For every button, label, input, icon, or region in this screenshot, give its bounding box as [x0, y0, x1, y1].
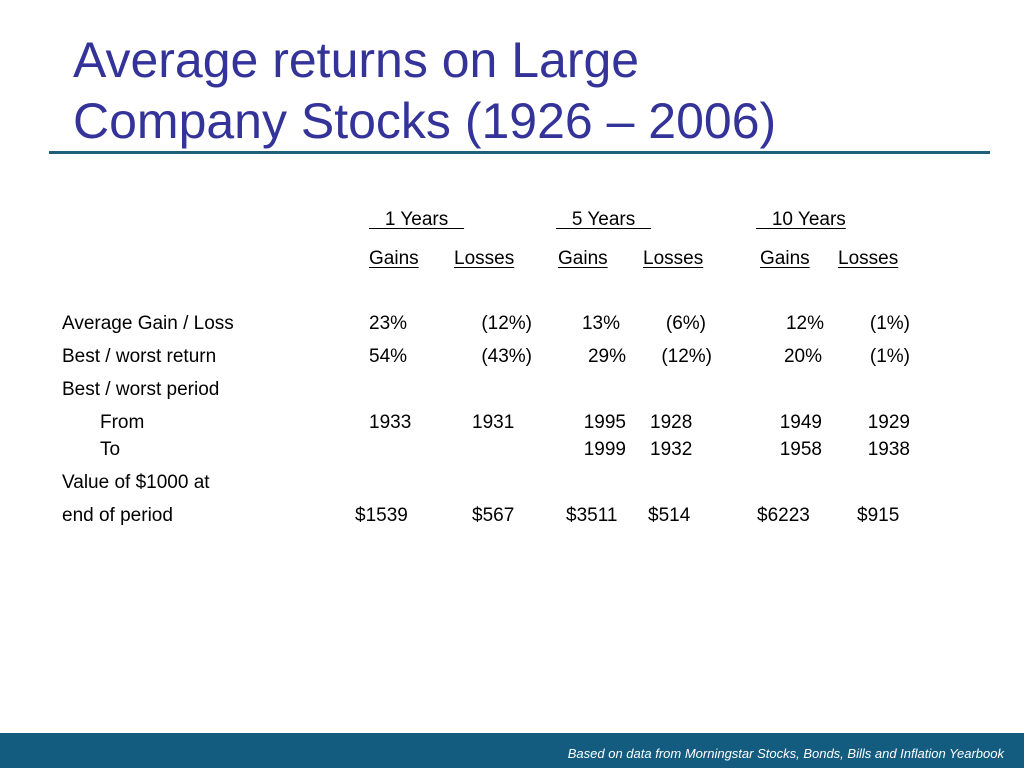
cell-losses-5y: 1932	[650, 439, 693, 460]
row-label: Best / worst return	[62, 346, 217, 367]
subheader-losses-1y: Losses	[454, 248, 515, 269]
footer-bar: Based on data from Morningstar Stocks, B…	[0, 733, 1024, 768]
cell-gains-10y: $6223	[757, 505, 810, 526]
subheader-gains-10y: Gains	[760, 248, 810, 269]
subheader-losses-5y: Losses	[643, 248, 704, 269]
title-divider	[49, 151, 990, 154]
subheader-losses-10y: Losses	[838, 248, 899, 269]
row-label: Value of $1000 at	[62, 472, 210, 493]
cell-gains-10y: 1958	[779, 439, 822, 460]
subheader-gains-1y: Gains	[369, 248, 419, 269]
cell-gains-1y: 1933	[369, 412, 412, 433]
group-header-10-years: 10 Years	[756, 209, 846, 230]
cell-gains-1y: $1539	[355, 505, 408, 526]
slide-title-line-2: Company Stocks (1926 – 2006)	[73, 93, 777, 149]
cell-losses-5y: (6%)	[665, 313, 706, 334]
cell-gains-5y: 1999	[583, 439, 626, 460]
cell-gains-5y: 13%	[581, 313, 620, 334]
row-label: end of period	[62, 505, 173, 526]
slide-title-line-1: Average returns on Large	[73, 32, 640, 88]
cell-losses-5y: $514	[648, 505, 691, 526]
row-label: Best / worst period	[62, 379, 220, 400]
cell-losses-1y: 1931	[472, 412, 515, 433]
row-label: Average Gain / Loss	[62, 313, 234, 334]
cell-losses-1y: (43%)	[481, 346, 532, 367]
cell-losses-10y: (1%)	[869, 346, 910, 367]
cell-gains-1y: 23%	[369, 313, 408, 334]
cell-losses-10y: (1%)	[869, 313, 910, 334]
cell-losses-10y: $915	[857, 505, 900, 526]
cell-losses-1y: (12%)	[481, 313, 532, 334]
cell-losses-1y: $567	[472, 505, 515, 526]
cell-gains-5y: $3511	[566, 505, 618, 526]
row-label: From	[100, 412, 145, 433]
cell-gains-10y: 12%	[785, 313, 824, 334]
group-header-5-years: 5 Years	[556, 209, 652, 230]
cell-gains-10y: 1949	[779, 412, 822, 433]
subheader-gains-5y: Gains	[558, 248, 608, 269]
row-label: To	[100, 439, 121, 460]
cell-losses-10y: 1938	[867, 439, 910, 460]
group-header-1-year: 1 Years	[369, 209, 465, 230]
cell-losses-5y: (12%)	[661, 346, 712, 367]
cell-losses-5y: 1928	[650, 412, 693, 433]
cell-gains-1y: 54%	[369, 346, 408, 367]
cell-losses-10y: 1929	[867, 412, 910, 433]
footer-source-note: Based on data from Morningstar Stocks, B…	[567, 746, 1004, 761]
cell-gains-5y: 1995	[583, 412, 626, 433]
cell-gains-5y: 29%	[587, 346, 626, 367]
slide-title: Average returns on Large Company Stocks …	[73, 30, 776, 152]
cell-gains-10y: 20%	[783, 346, 822, 367]
